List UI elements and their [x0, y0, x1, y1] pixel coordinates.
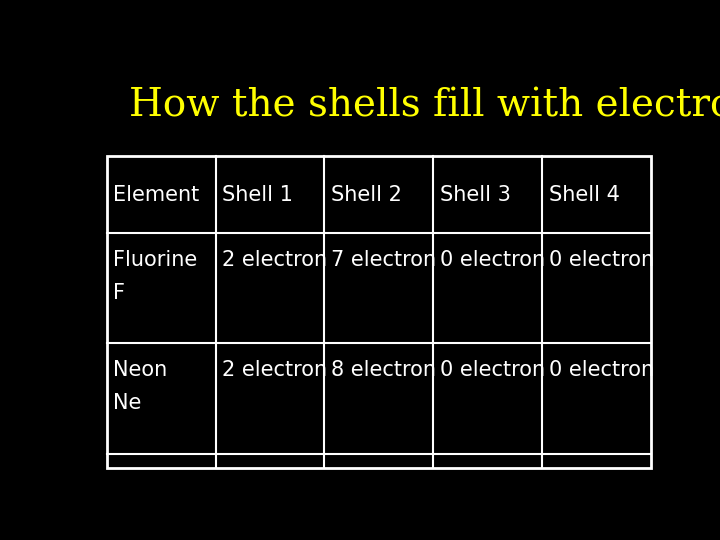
Text: 0 electron: 0 electron	[440, 250, 545, 270]
Text: Shell 3: Shell 3	[440, 185, 510, 205]
Text: Shell 4: Shell 4	[549, 185, 619, 205]
Text: Element: Element	[114, 185, 199, 205]
Text: 2 electron: 2 electron	[222, 360, 328, 380]
Text: Fluorine
F: Fluorine F	[114, 250, 198, 302]
Text: Shell 2: Shell 2	[331, 185, 402, 205]
Text: 0 electron: 0 electron	[440, 360, 545, 380]
Text: 2 electron: 2 electron	[222, 250, 328, 270]
Bar	[107, 156, 651, 468]
Text: How the shells fill with electrons: How the shells fill with electrons	[129, 88, 720, 125]
Text: Shell 1: Shell 1	[222, 185, 293, 205]
Text: 0 electron: 0 electron	[549, 250, 654, 270]
Text: 7 electron: 7 electron	[331, 250, 436, 270]
Text: 8 electron: 8 electron	[331, 360, 436, 380]
Text: Neon
Ne: Neon Ne	[114, 360, 168, 413]
Text: 0 electron: 0 electron	[549, 360, 654, 380]
